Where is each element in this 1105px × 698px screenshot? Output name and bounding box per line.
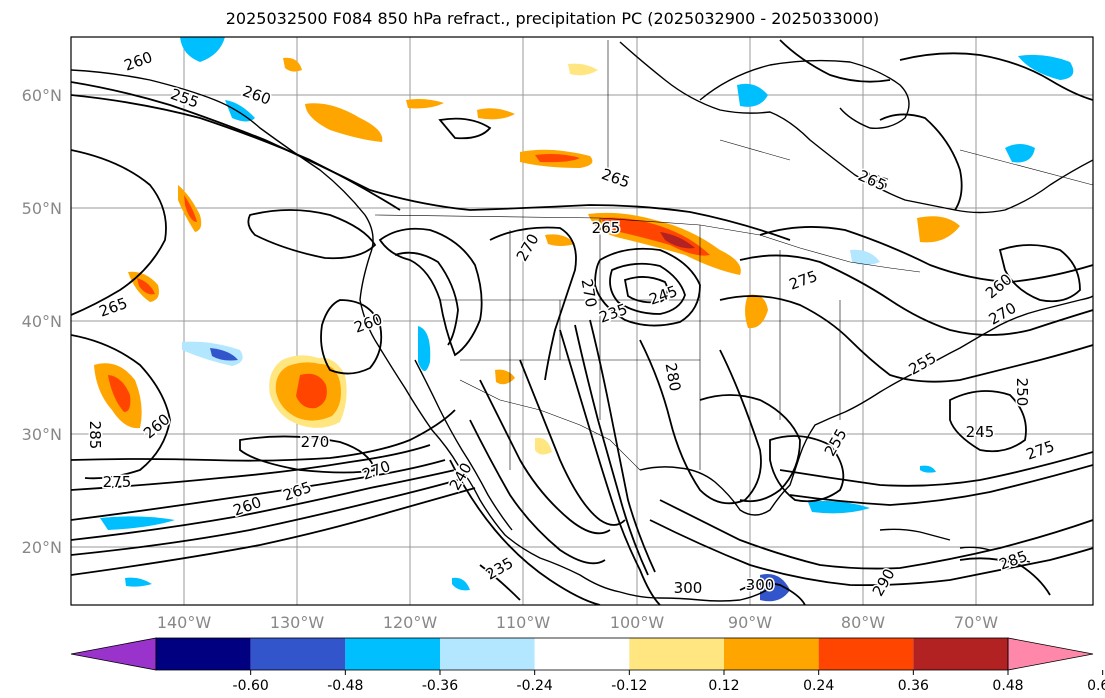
colorbar-tick-label: 0.24 [803,678,834,694]
colorbar-segment [250,638,346,670]
lon-label-70w: 70°W [954,613,998,632]
colorbar-extend-high [1007,637,1094,671]
colorbar-segment [913,638,1008,670]
lat-label-40: 40°N [22,312,62,331]
lon-label-140w: 140°W [157,613,212,632]
contour-label: 300 [746,576,775,594]
colorbar-tick-label: -0.12 [611,678,647,694]
colorbar-segment [818,638,914,670]
lat-label-60: 60°N [22,86,62,105]
lon-label-100w: 100°W [610,613,665,632]
lon-label-110w: 110°W [496,613,551,632]
political-borders [374,40,1093,471]
contour-label: 285 [86,421,104,450]
lon-label-130w: 130°W [270,613,325,632]
colorbar-outline [155,637,1009,671]
lat-lon-grid [71,37,1093,605]
latitude-labels: 60°N 50°N 40°N 30°N 20°N [22,86,62,557]
contour-label: 265 [592,219,621,237]
contour-label: 280 [662,361,685,392]
colorbar-tick-label: -0.60 [233,678,269,694]
colorbar-tick-labels: -0.60 -0.48 -0.36 -0.24 -0.12 0.12 0.24 0.36 0.4… [233,670,1105,694]
precip-negative-areas [100,37,1074,602]
refractivity-contours [71,39,1093,605]
colorbar-tick-label: 0.60 [1087,678,1105,694]
contour-label: 275 [103,473,132,491]
lon-label-90w: 90°W [728,613,772,632]
colorbar-segment [345,638,440,670]
map-title: 2025032500 F084 850 hPa refract., precip… [225,9,880,28]
lon-label-80w: 80°W [841,613,885,632]
colorbar-segment [629,638,724,670]
colorbar-tick-label: -0.24 [517,678,553,694]
longitude-labels: 140°W 130°W 120°W 110°W 100°W 90°W 80°W … [157,613,998,632]
colorbar-segment [440,638,535,670]
lon-label-120w: 120°W [383,613,438,632]
colorbar-segment [724,638,819,670]
colorbar-tick-label: -0.36 [422,678,458,694]
lat-label-20: 20°N [22,538,62,557]
colorbar-tick-label: 0.48 [992,678,1023,694]
colorbar-segment [156,638,251,670]
colorbar-tick-label: 0.36 [898,678,929,694]
colorbar-extend-low [70,637,157,671]
precip-positive-areas [94,57,960,455]
contour-label: 300 [674,579,703,597]
lat-label-30: 30°N [22,425,62,444]
colorbar-tick-label: -0.48 [327,678,363,694]
contour-label: 270 [301,433,330,451]
coastlines [71,41,1093,602]
colorbar-segment [534,638,630,670]
contour-label: 245 [966,423,995,441]
colorbar [70,637,1094,671]
lat-label-50: 50°N [22,199,62,218]
contour-label: 250 [1013,378,1031,407]
map-frame [70,36,1094,606]
colorbar-tick-label: 0.12 [708,678,739,694]
